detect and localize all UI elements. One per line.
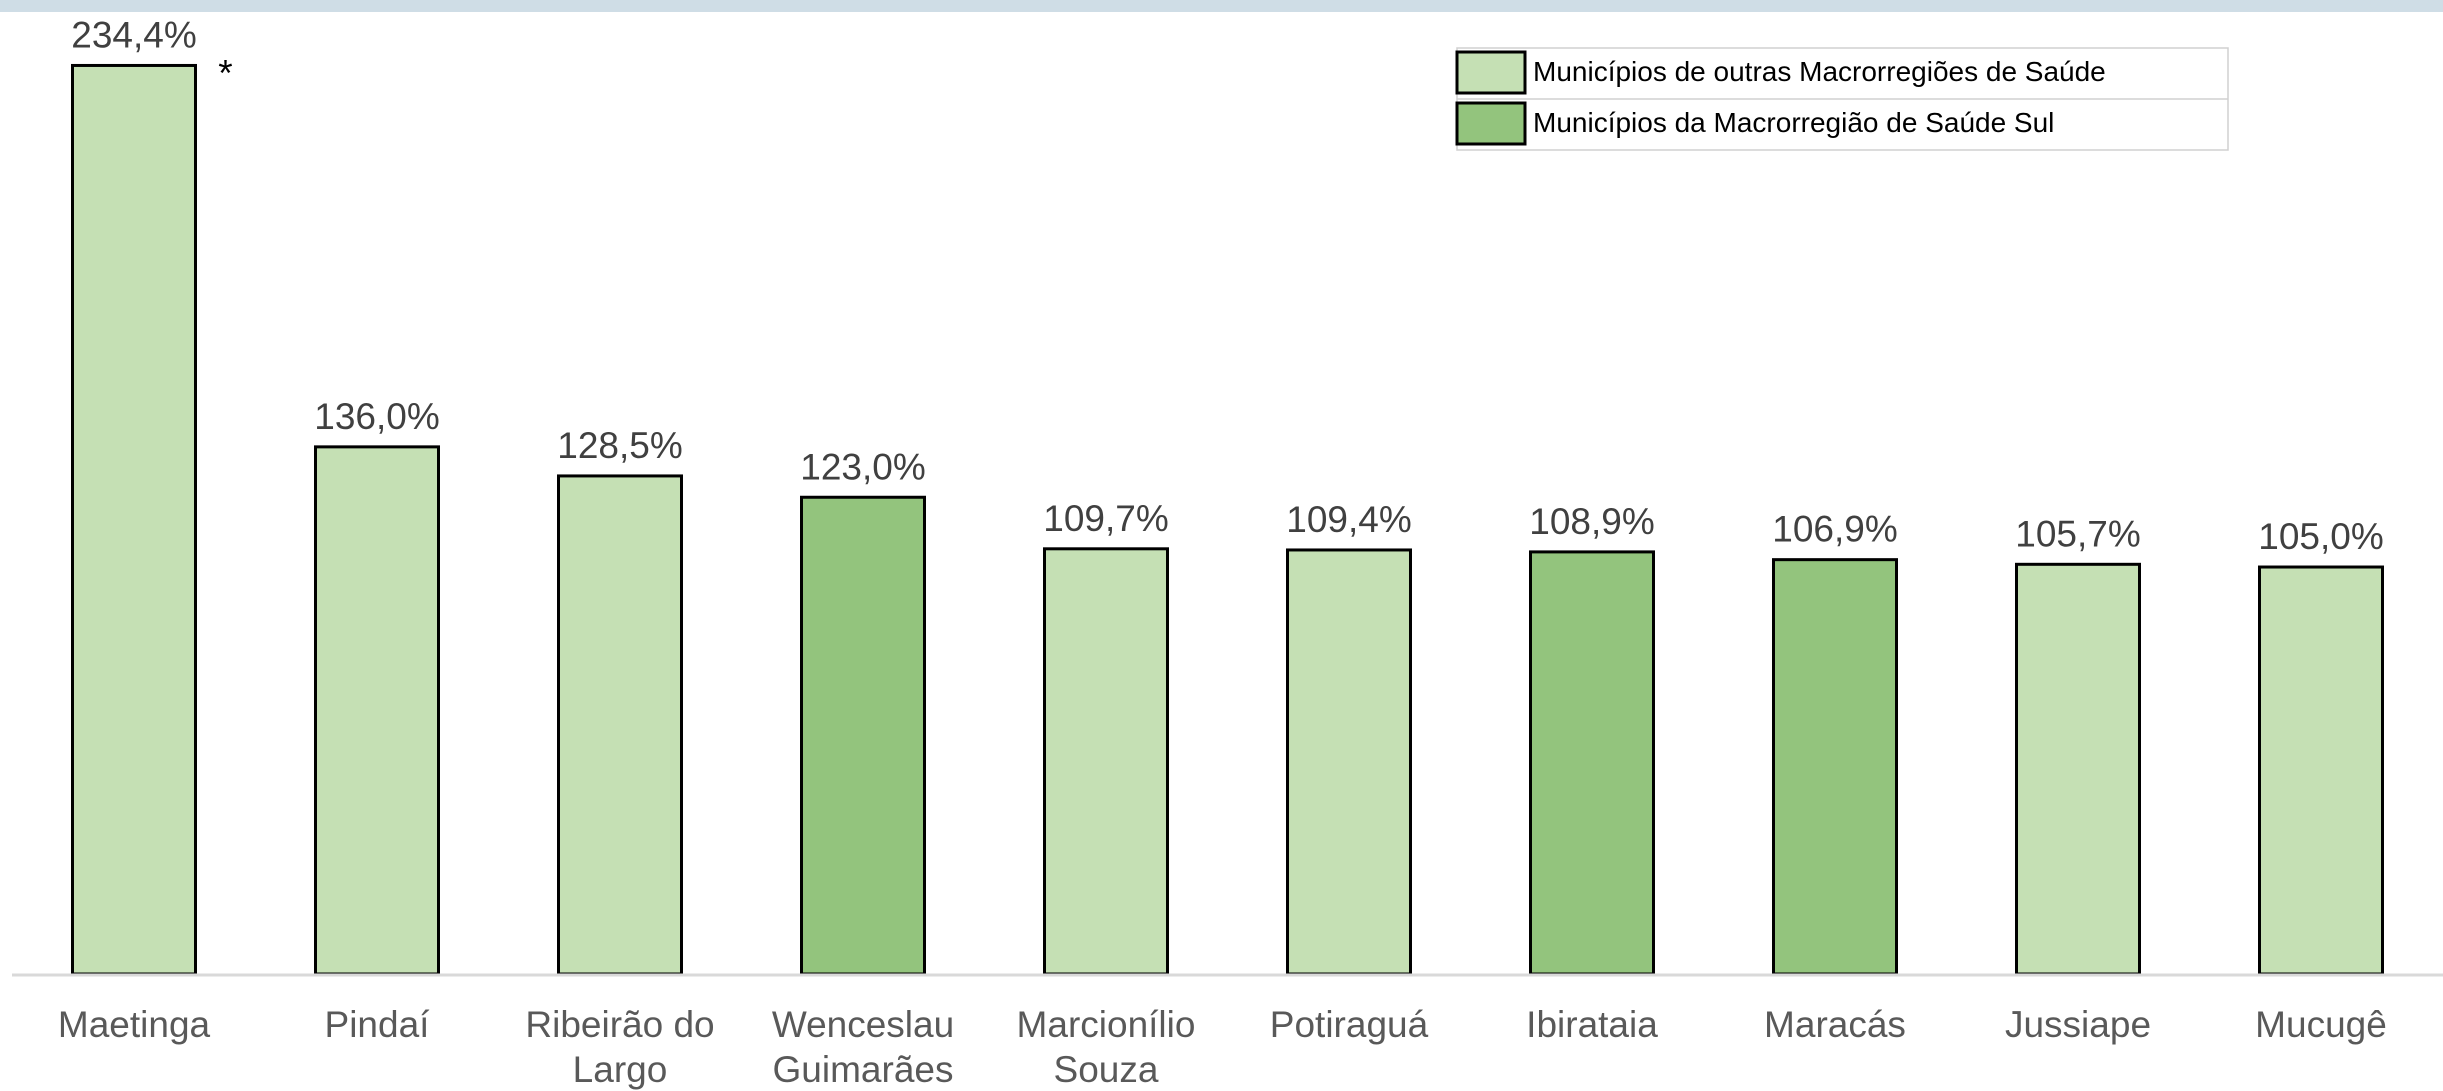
- bar: [1772, 558, 1898, 976]
- value-label: 108,9%: [1529, 501, 1655, 542]
- annotation: *: [218, 52, 232, 93]
- value-label: 123,0%: [800, 446, 926, 487]
- x-tick-label: Ribeirão do Largo: [525, 1004, 715, 1090]
- x-tick-label: Mucugê: [2255, 1004, 2387, 1045]
- legend-label: Municípios da Macrorregião de Saúde Sul: [1533, 107, 2055, 138]
- bar: [1286, 548, 1412, 976]
- legend-swatch: [1455, 101, 1527, 146]
- top-band: [0, 0, 2443, 12]
- value-label: 106,9%: [1772, 509, 1898, 550]
- x-tick-label: Pindaí: [324, 1004, 430, 1045]
- x-tick-label: Ibirataia: [1526, 1004, 1658, 1045]
- value-label: 234,4%: [71, 14, 197, 55]
- bar: [800, 495, 926, 976]
- legend-swatch: [1455, 50, 1527, 95]
- value-label: 109,7%: [1043, 498, 1169, 539]
- x-tick-label: Wenceslau Guimarães: [771, 1004, 955, 1090]
- value-label: 128,5%: [557, 425, 683, 466]
- x-tick-label: Marcionílio Souza: [1016, 1004, 1196, 1090]
- bar: [2258, 565, 2384, 976]
- x-tick-label: Potiraguá: [1269, 1004, 1429, 1045]
- bar: [1043, 547, 1169, 976]
- legend-label: Municípios de outras Macrorregiões de Sa…: [1533, 56, 2106, 87]
- value-label: 105,0%: [2258, 516, 2384, 557]
- value-label: 105,7%: [2015, 513, 2141, 554]
- bar: [1529, 550, 1655, 976]
- x-tick-label: Maracás: [1764, 1004, 1906, 1045]
- bar: [71, 63, 197, 976]
- bar: [557, 474, 683, 976]
- x-tick-label: Jussiape: [2004, 1004, 2152, 1045]
- x-tick-label: Maetinga: [57, 1004, 211, 1045]
- value-label: 136,0%: [314, 396, 440, 437]
- bar: [2015, 562, 2141, 976]
- value-label: 109,4%: [1286, 499, 1412, 540]
- bar: [314, 445, 440, 976]
